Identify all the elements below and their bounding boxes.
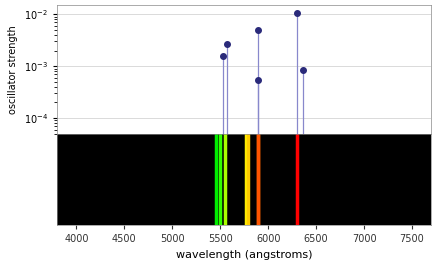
Y-axis label: oscillator strength: oscillator strength (8, 25, 18, 114)
X-axis label: wavelength (angstroms): wavelength (angstroms) (176, 250, 312, 260)
